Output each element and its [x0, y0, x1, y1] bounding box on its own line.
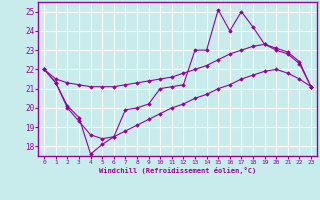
X-axis label: Windchill (Refroidissement éolien,°C): Windchill (Refroidissement éolien,°C) [99, 167, 256, 174]
